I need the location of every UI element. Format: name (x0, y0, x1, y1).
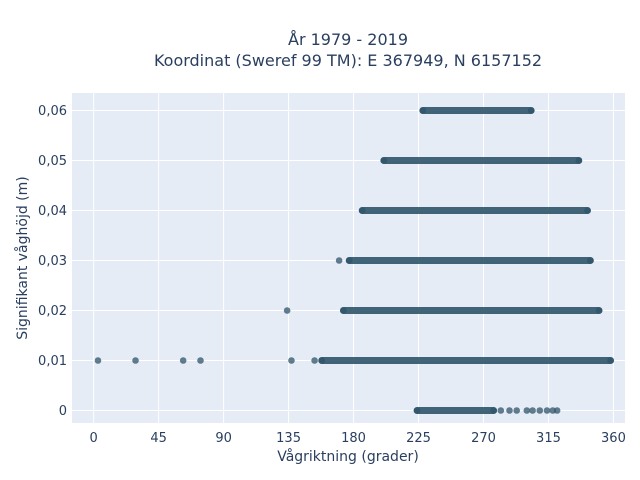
data-point (358, 207, 366, 214)
point-band (345, 257, 594, 264)
x-tick-label: 225 (406, 431, 431, 446)
y-tick-label: 0,05 (38, 154, 67, 169)
data-point (283, 307, 291, 314)
data-points (94, 107, 615, 414)
chart-title-line2: Koordinat (Sweref 99 TM): E 367949, N 61… (154, 51, 542, 70)
data-point (595, 307, 603, 314)
x-tick-label: 270 (471, 431, 496, 446)
point-band (419, 107, 535, 114)
data-point (523, 407, 531, 414)
x-tick-label: 0 (90, 431, 98, 446)
data-point (345, 257, 353, 264)
data-point (288, 357, 295, 364)
data-point (94, 357, 102, 364)
data-point (335, 257, 343, 264)
point-band (318, 357, 615, 364)
x-tick-label: 315 (536, 431, 561, 446)
data-point (575, 157, 583, 164)
point-band (339, 307, 603, 314)
point-band (358, 207, 591, 214)
data-point (543, 407, 551, 414)
y-tick-label: 0,03 (38, 254, 67, 269)
data-point (179, 357, 187, 364)
data-point (380, 157, 388, 164)
data-point (587, 257, 594, 264)
data-point (536, 407, 544, 414)
data-point (506, 407, 513, 414)
y-axis-title: Signifikant våghöjd (m) (14, 176, 31, 339)
data-point (527, 107, 535, 114)
data-point (584, 207, 591, 214)
data-point (529, 407, 536, 414)
y-tick-label: 0,02 (38, 304, 67, 319)
data-point (490, 407, 497, 414)
data-point (340, 307, 347, 314)
data-point (553, 407, 561, 414)
x-tick-label: 360 (601, 431, 626, 446)
y-tick-label: 0,06 (38, 104, 67, 119)
chart-title-line1: År 1979 - 2019 (288, 30, 408, 49)
y-tick-label: 0,04 (38, 204, 67, 219)
point-band (380, 157, 583, 164)
data-point (311, 357, 318, 364)
x-axis-title: Vågriktning (grader) (277, 448, 419, 465)
data-point (497, 407, 505, 414)
data-point (513, 407, 521, 414)
x-tick-label: 135 (276, 431, 301, 446)
x-tick-label: 45 (150, 431, 167, 446)
y-tick-label: 0,01 (38, 354, 67, 369)
data-point (318, 357, 326, 364)
y-tick-label: 0 (59, 404, 67, 419)
data-point (132, 357, 139, 364)
data-point (607, 357, 614, 364)
data-point (413, 407, 421, 414)
y-axis-ticks: 0 0,01 0,02 0,03 0,04 0,05 0,06 (38, 104, 67, 419)
data-point (419, 107, 427, 114)
x-tick-label: 180 (341, 431, 366, 446)
data-point (197, 357, 204, 364)
x-tick-label: 90 (215, 431, 232, 446)
point-band (413, 407, 498, 414)
x-axis-ticks: 0 45 90 135 180 225 270 315 360 (90, 431, 626, 446)
